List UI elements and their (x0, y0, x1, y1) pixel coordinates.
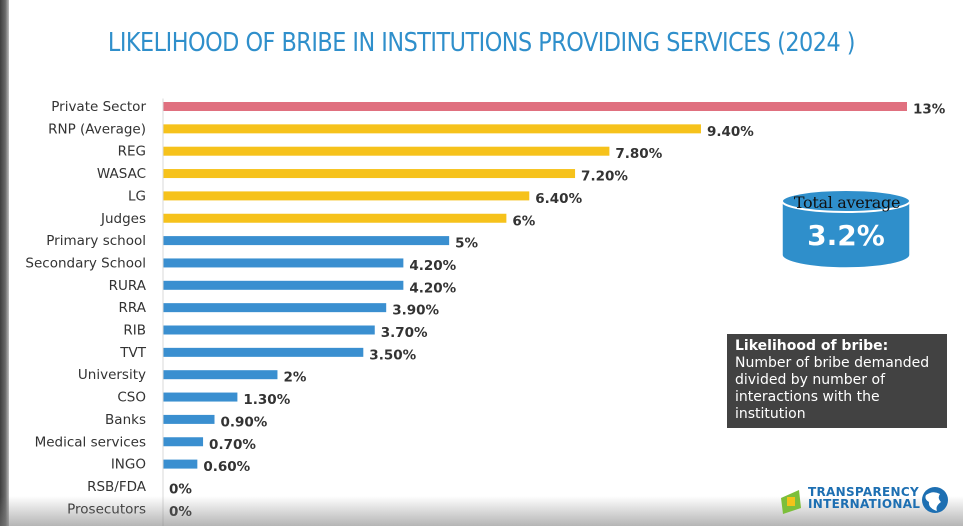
category-label-rsb-fda: RSB/FDA (87, 479, 147, 495)
bar-reg (163, 146, 610, 156)
category-label-tvt: TVT (119, 345, 146, 361)
bar-tvt (163, 347, 364, 357)
category-label-banks: Banks (105, 412, 146, 428)
definition-note: Likelihood of bribe: Number of bribe dem… (727, 334, 947, 428)
category-label-medical-services: Medical services (35, 434, 146, 450)
globe-icon (922, 487, 948, 513)
value-label-reg: 7.80% (615, 146, 662, 162)
category-label-lg: LG (128, 188, 146, 204)
value-label-rura: 4.20% (409, 280, 456, 296)
category-label-ingo: INGO (111, 457, 146, 473)
category-label-judges: Judges (100, 211, 146, 227)
transparency-international-logo (781, 487, 948, 514)
category-label-rra: RRA (119, 300, 147, 316)
value-label-banks: 0.90% (221, 414, 268, 430)
logo-text: TRANSPARENCY INTERNATIONAL (808, 486, 920, 510)
bar-wasac (163, 169, 576, 179)
total-average-cylinder (781, 189, 911, 269)
value-label-cso: 1.30% (243, 392, 290, 408)
value-label-university: 2% (283, 370, 306, 386)
bar-medical-services (163, 437, 204, 447)
value-label-primary-school: 5% (455, 236, 478, 252)
bar-private-sector (163, 102, 907, 111)
category-label-rnp-average: RNP (Average) (48, 121, 146, 137)
bar-lg (163, 191, 530, 201)
value-label-rra: 3.90% (392, 303, 439, 319)
value-label-medical-services: 0.70% (209, 437, 256, 453)
bar-secondary-school (163, 258, 404, 268)
note-title: Likelihood of bribe: (735, 338, 889, 354)
category-label-reg: REG (118, 144, 146, 160)
logo-line-2: INTERNATIONAL (808, 497, 921, 511)
category-label-private-sector: Private Sector (51, 99, 146, 115)
bar-cso (163, 392, 238, 402)
value-label-rnp-average: 9.40% (707, 124, 754, 140)
chart-title: LIKELIHOOD OF BRIBE IN INSTITUTIONS PROV… (107, 28, 856, 58)
total-average-value: 3.2% (807, 219, 885, 252)
category-label-university: University (78, 367, 146, 383)
category-label-primary-school: Primary school (46, 233, 146, 249)
value-label-judges: 6% (512, 213, 535, 229)
value-label-tvt: 3.50% (369, 347, 416, 363)
category-label-cso: CSO (117, 390, 146, 406)
note-body: Number of bribe demanded divided by numb… (735, 355, 930, 422)
value-label-private-sector: 13% (913, 102, 946, 118)
window-edge-shadow (0, 0, 9, 526)
value-label-prosecutors: 0% (169, 504, 192, 520)
value-label-wasac: 7.20% (581, 169, 628, 185)
category-label-rib: RIB (123, 323, 146, 339)
logo-emblem-icon (781, 490, 801, 514)
value-label-rib: 3.70% (381, 325, 428, 341)
total-average-label: Total average (793, 193, 901, 212)
bar-rura (163, 280, 404, 290)
bar-ingo (163, 459, 198, 469)
value-label-secondary-school: 4.20% (409, 258, 456, 274)
value-label-rsb-fda: 0% (169, 481, 192, 497)
bar-rib (163, 325, 375, 335)
bar-judges (163, 213, 507, 223)
logo-line-1: TRANSPARENCY (808, 485, 919, 499)
bar-primary-school (163, 236, 450, 246)
bar-rnp-average (163, 124, 701, 134)
bar-rra (163, 303, 387, 313)
category-label-secondary-school: Secondary School (25, 255, 146, 271)
category-label-prosecutors: Prosecutors (67, 501, 146, 517)
value-label-ingo: 0.60% (203, 459, 250, 475)
bar-banks (163, 414, 215, 424)
bar-university (163, 370, 278, 380)
category-label-rura: RURA (109, 278, 147, 294)
category-label-wasac: WASAC (97, 166, 146, 182)
value-label-lg: 6.40% (535, 191, 582, 207)
